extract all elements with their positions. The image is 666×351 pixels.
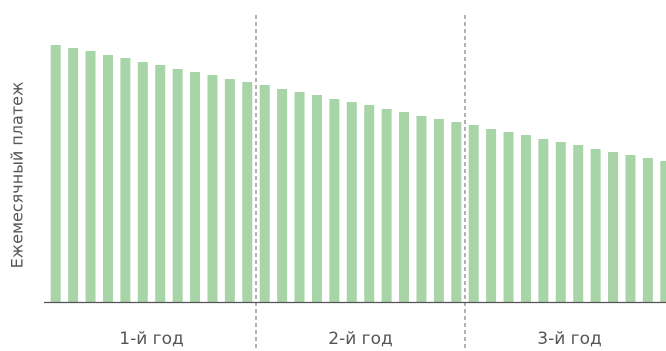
bar: [190, 72, 201, 302]
bar: [68, 48, 79, 302]
bar: [346, 102, 357, 302]
bar: [364, 105, 375, 302]
bar: [137, 62, 148, 302]
bar: [207, 75, 218, 302]
bar: [625, 155, 636, 302]
bar: [155, 65, 166, 302]
bar: [311, 95, 322, 302]
y-axis-label: Ежемесячный платеж: [8, 82, 27, 269]
bar: [660, 161, 666, 302]
bar: [555, 142, 566, 302]
bar: [642, 158, 653, 302]
bar: [277, 89, 288, 302]
bar: [608, 152, 619, 302]
bar: [102, 55, 113, 302]
bar: [451, 122, 462, 302]
bar: [50, 45, 61, 302]
bar: [468, 125, 479, 302]
bar: [120, 58, 131, 302]
x-group-label: 2-й год: [328, 329, 393, 349]
bar: [590, 149, 601, 302]
bar: [294, 92, 305, 302]
bar: [242, 82, 253, 302]
bar: [416, 116, 427, 302]
bar: [433, 119, 444, 302]
bar: [399, 112, 410, 302]
bar: [381, 109, 392, 302]
bar: [329, 99, 340, 302]
bar: [520, 135, 531, 302]
bar: [503, 132, 514, 302]
x-group-label: 1-й год: [119, 329, 184, 349]
bar: [224, 79, 235, 302]
x-group-label: 3-й год: [537, 329, 602, 349]
bar: [486, 129, 497, 302]
bar: [259, 85, 270, 302]
bar: [538, 139, 549, 302]
bar: [85, 51, 96, 302]
bar: [172, 69, 183, 302]
bar: [573, 145, 584, 302]
